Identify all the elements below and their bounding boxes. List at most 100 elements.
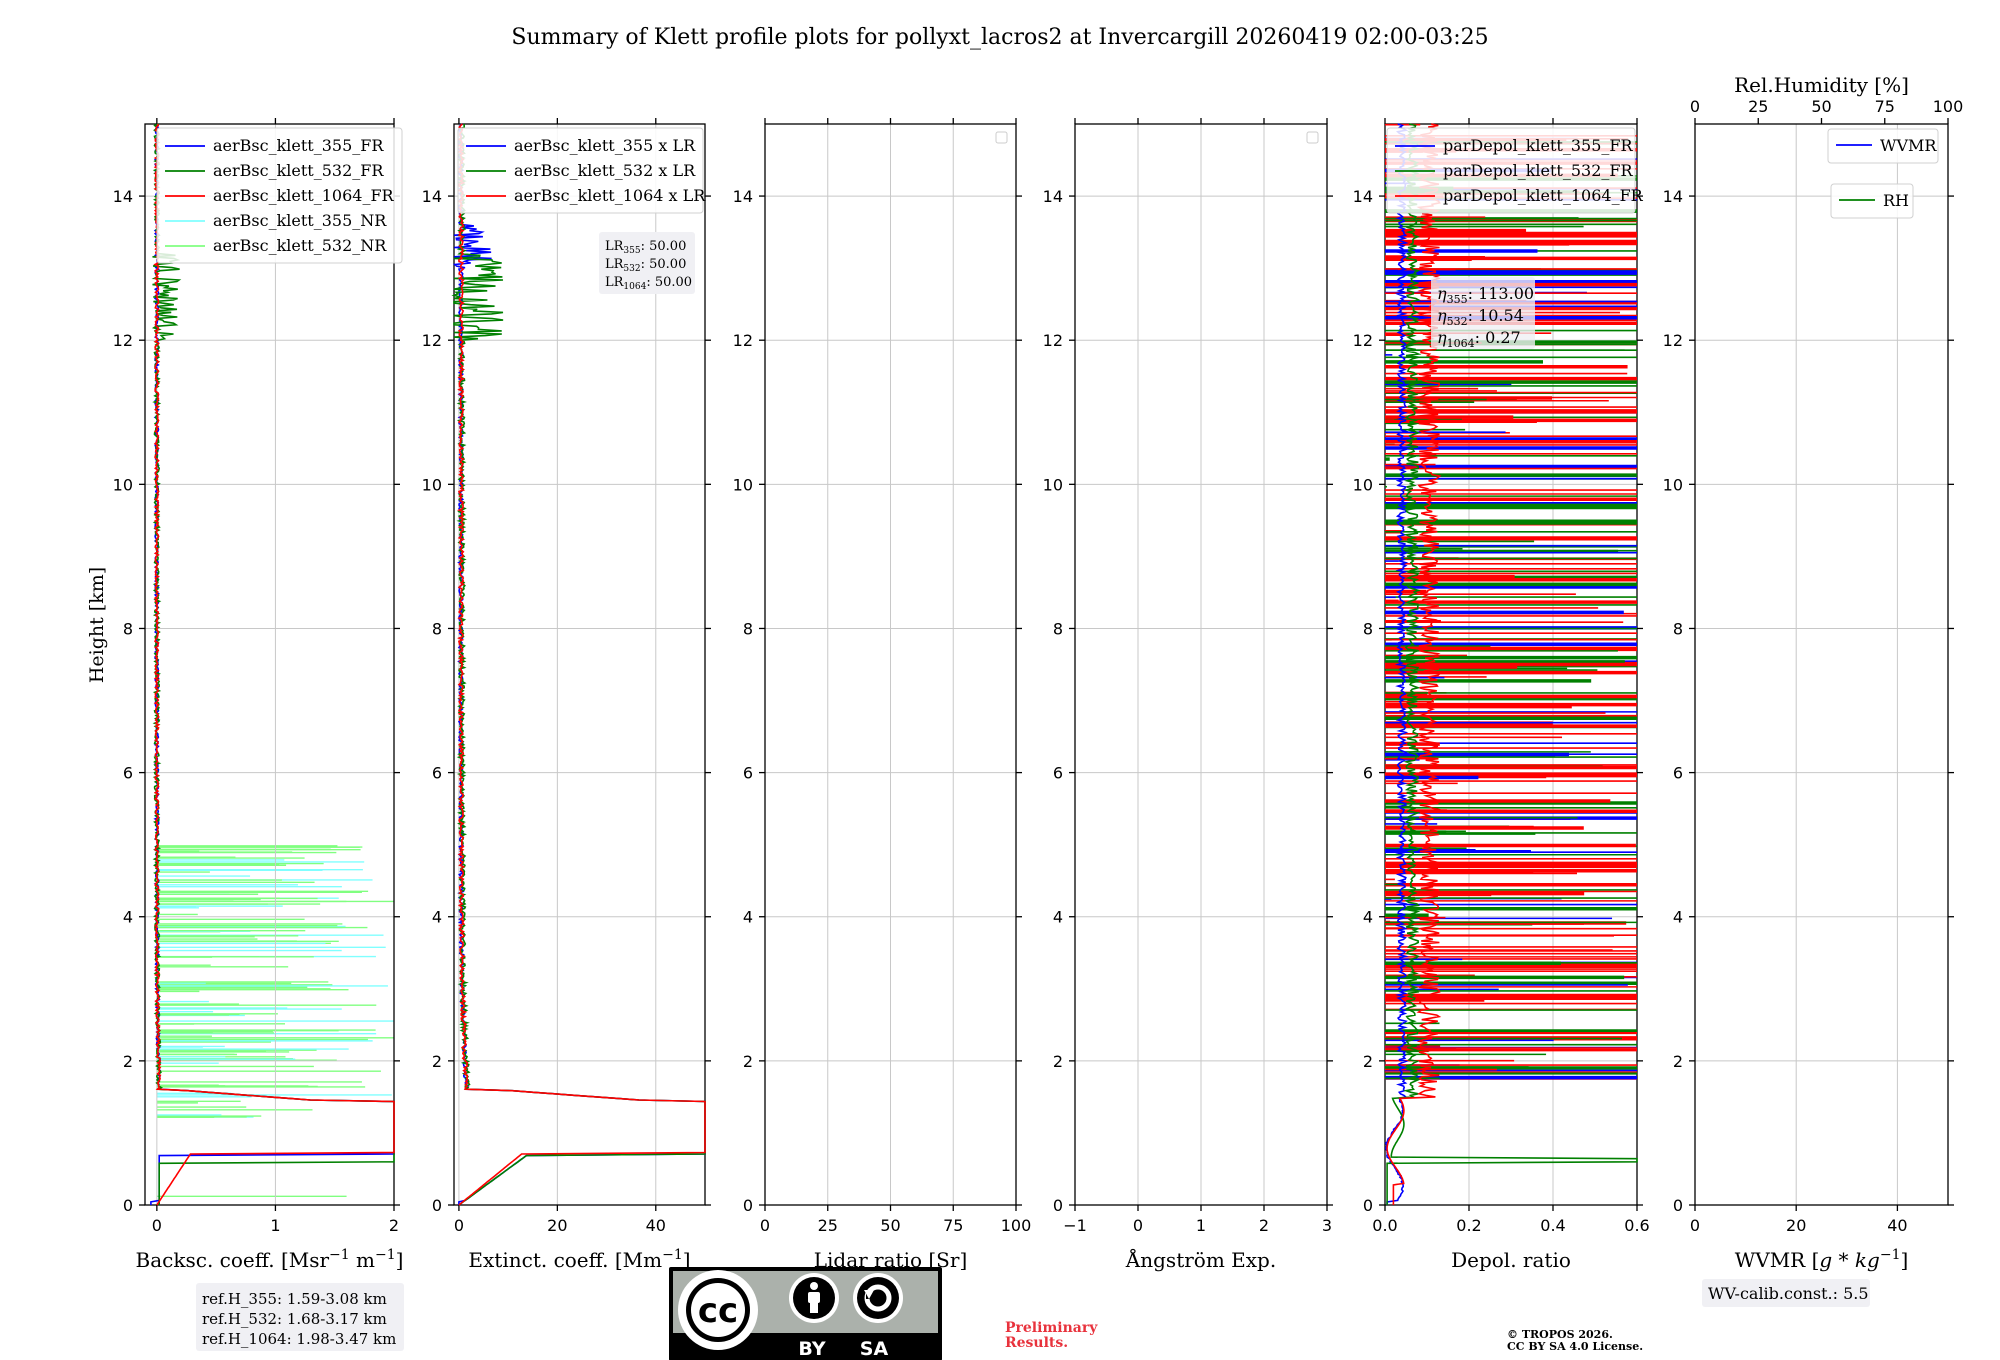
y-tick-label: 0 — [1053, 1196, 1063, 1215]
y-tick-label: 10 — [113, 475, 133, 494]
cc-sa-label: SA — [860, 1338, 889, 1360]
y-tick-label: 12 — [733, 331, 753, 350]
legend-box-rh — [1830, 183, 1914, 219]
wv-calib-box: WV-calib.const.: 5.5 — [1702, 1279, 1870, 1307]
legend-label: RH — [1883, 191, 1909, 210]
panel-backscatter: 0 1 202468101214aerBsc_klett_355_FRaerBsc_… — [113, 118, 404, 1272]
y-tick-label: 12 — [1663, 331, 1683, 350]
bsc-355-fr-line — [150, 123, 395, 1205]
legend-label: parDepol_klett_355_FR — [1443, 136, 1634, 155]
empty-legend-box — [995, 131, 1008, 144]
empty-legend-box — [1306, 131, 1319, 144]
x-tick-label: 20 — [1786, 1216, 1806, 1235]
lidar-ratio-box — [599, 232, 695, 294]
x-tick-label: 0 — [760, 1216, 770, 1235]
x-axis-label-sup: −1 — [1880, 1247, 1901, 1263]
x-tick-label: 40 — [1887, 1216, 1907, 1235]
y-tick-label: 4 — [743, 908, 753, 927]
x-axis-label-end: ] — [396, 1248, 404, 1272]
y-tick-label: 6 — [1053, 764, 1063, 783]
y-tick-label: 6 — [123, 764, 133, 783]
x-axis-label-text: Extinct. coeff. [Mm — [468, 1248, 662, 1272]
ext-532-line — [451, 123, 706, 1206]
x-tick-label: 1 — [1196, 1216, 1206, 1235]
x-tick-label: 3 — [1322, 1216, 1332, 1235]
figure-title: Summary of Klett profile plots for polly… — [511, 25, 1488, 50]
y-tick-label: 10 — [1043, 475, 1063, 494]
copyright-line-1: © TROPOS 2026. — [1507, 1328, 1613, 1341]
bsc-532-fr-line — [151, 123, 395, 1205]
ref-height-1064: ref.H_1064: 1.98-3.47 km — [202, 1330, 396, 1348]
x-axis-label: Ångström Exp. — [1125, 1247, 1276, 1272]
eta-value: η532: 10.54 — [1437, 306, 1524, 328]
y-tick-label: 0 — [1363, 1196, 1373, 1215]
y-tick-label: 8 — [1053, 619, 1063, 638]
legend-label: WVMR — [1880, 136, 1937, 155]
x-axis-label-text: Depol. ratio — [1451, 1248, 1571, 1272]
plot-frame — [1694, 123, 1949, 1206]
legend-box-wvmr — [1827, 128, 1939, 164]
top-x-axis-label: Rel.Humidity [%] — [1734, 73, 1909, 97]
y-tick-label: 14 — [1663, 187, 1683, 206]
y-tick-label: 4 — [123, 908, 133, 927]
y-tick-label: 10 — [1663, 475, 1683, 494]
x-tick-label: 75 — [943, 1216, 963, 1235]
x-axis-label-end: ] — [683, 1248, 691, 1272]
x-axis-label: Depol. ratio — [1451, 1248, 1571, 1272]
y-tick-label: 12 — [422, 331, 442, 350]
legend-label: aerBsc_klett_532_NR — [213, 236, 387, 255]
x-tick-label: 50 — [880, 1216, 900, 1235]
legend-box — [457, 127, 704, 214]
x-tick-label: 2 — [389, 1216, 399, 1235]
x-axis-label: Backsc. coeff. [Msr−1 m−1] — [136, 1247, 404, 1272]
y-tick-label: 6 — [743, 764, 753, 783]
y-tick-label: 14 — [113, 187, 133, 206]
x-tick-label: 0 — [1690, 1216, 1700, 1235]
plot-frame — [764, 123, 1017, 1206]
y-tick-label: 2 — [1673, 1052, 1683, 1071]
y-tick-label: 2 — [1053, 1052, 1063, 1071]
top-x-tick-label: 50 — [1811, 97, 1831, 116]
x-tick-label: 0 — [1133, 1216, 1143, 1235]
x-axis-label-math: g * kg — [1819, 1248, 1879, 1272]
panel-depolarization: 0.0 0.2 0.4 0.6 0 2 4 6 8 10 12 14 parDepol_klett_35… — [1353, 118, 1650, 1272]
y-tick-label: 10 — [1353, 475, 1373, 494]
x-axis-label-mid: m — [350, 1248, 375, 1272]
y-tick-label: 0 — [432, 1196, 442, 1215]
legend-box — [156, 127, 403, 264]
lidar-ratio-value: LR1064: 50.00 — [605, 275, 692, 292]
x-tick-label: 1 — [270, 1216, 280, 1235]
panel-water-vapor: 0 20 40 0 2 4 6 8 10 12 14 0 25 50 75 100 Rel.Humidity [… — [1663, 73, 1964, 1272]
eta-value: η355: 113.00 — [1437, 284, 1534, 306]
legend-label: parDepol_klett_1064_FR — [1443, 186, 1644, 205]
legend-label: aerBsc_klett_532_FR — [213, 161, 384, 180]
cc-license-badge[interactable]: cc BY SA — [669, 1267, 942, 1360]
y-tick-label: 8 — [123, 619, 133, 638]
ref-height-355: ref.H_355: 1.59-3.08 km — [202, 1290, 387, 1308]
x-axis-label-text: WVMR [ — [1735, 1248, 1820, 1272]
y-tick-label: 6 — [1673, 764, 1683, 783]
x-tick-label: 0.2 — [1456, 1216, 1481, 1235]
wv-calib-const: WV-calib.const.: 5.5 — [1708, 1284, 1869, 1303]
plot-frame — [453, 123, 706, 1206]
y-tick-label: 14 — [1353, 187, 1373, 206]
y-tick-label: 12 — [1043, 331, 1063, 350]
y-tick-label: 12 — [113, 331, 133, 350]
cc-icon: cc — [698, 1291, 738, 1331]
legend-label: aerBsc_klett_1064 x LR — [514, 186, 706, 205]
y-tick-label: 10 — [422, 475, 442, 494]
depol-532-line — [1386, 123, 1638, 1205]
cc-by-label: BY — [798, 1338, 825, 1360]
plot-frame — [144, 123, 395, 1206]
x-axis-label-text: Ångström Exp. — [1125, 1247, 1276, 1272]
y-tick-label: 0 — [123, 1196, 133, 1215]
top-x-tick-label: 100 — [1933, 97, 1964, 116]
x-tick-label: 25 — [818, 1216, 838, 1235]
copyright-line-2: CC BY SA 4.0 License. — [1507, 1340, 1643, 1353]
y-tick-label: 4 — [432, 908, 442, 927]
panel-extinction: 0 20 40 0 2 4 6 8 10 12 14 aerBsc_klett_355 x LR aer… — [422, 118, 711, 1272]
x-axis-label-sup: −1 — [662, 1247, 683, 1263]
sa-share-icon — [853, 1273, 903, 1323]
